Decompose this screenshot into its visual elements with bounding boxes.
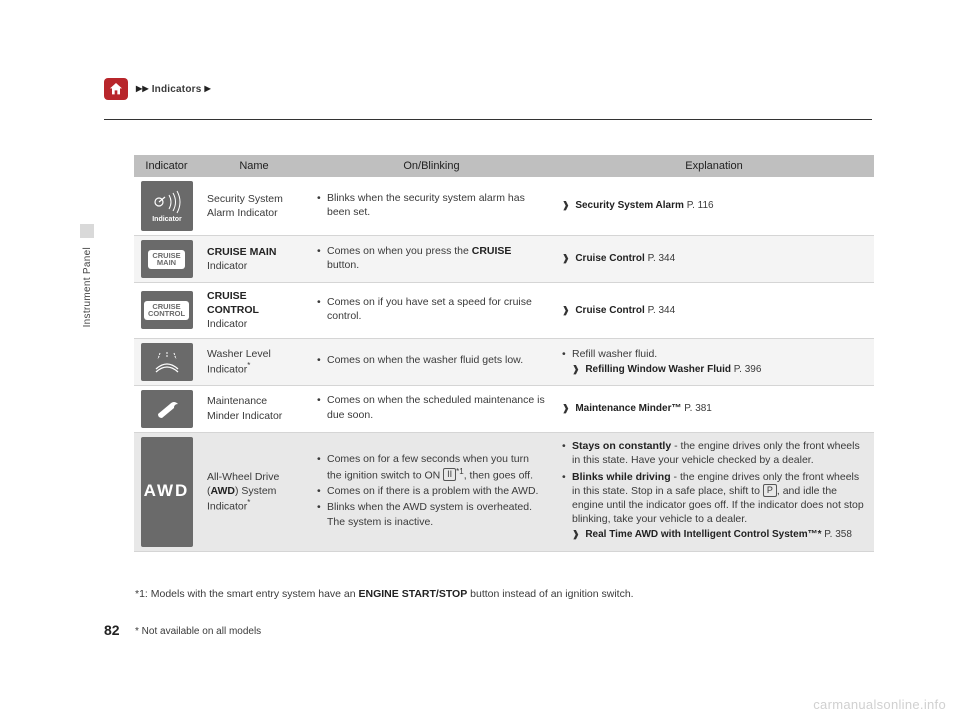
table-row: CRUISECONTROL CRUISE CONTROL Indicator C… [134, 283, 874, 339]
wrench-icon [141, 390, 193, 428]
divider [104, 119, 872, 120]
indicator-name: Washer Level Indicator* [199, 338, 309, 385]
footnote-1: *1: Models with the smart entry system h… [135, 588, 875, 600]
indicator-on: Comes on when the scheduled maintenance … [309, 385, 554, 432]
col-name: Name [199, 155, 309, 177]
table-row: AWD All-Wheel Drive (AWD) System Indicat… [134, 432, 874, 551]
awd-icon: AWD [141, 437, 193, 547]
indicator-on: Comes on when the washer fluid gets low. [309, 338, 554, 385]
col-on-blinking: On/Blinking [309, 155, 554, 177]
indicator-explanation: ❱ Cruise Control P. 344 [554, 283, 874, 339]
home-icon[interactable] [104, 78, 128, 100]
table-row: Indicator Security System Alarm Indicato… [134, 177, 874, 236]
col-explanation: Explanation [554, 155, 874, 177]
indicator-on: Comes on for a few seconds when you turn… [309, 432, 554, 551]
chevron-right-icon: ▶ [142, 84, 148, 93]
page-number: 82 [104, 622, 120, 638]
link-arrow-icon: ❱ [562, 199, 570, 211]
cruise-main-icon: CRUISEMAIN [141, 240, 193, 278]
watermark: carmanualsonline.info [813, 697, 946, 712]
indicator-explanation: Refill washer fluid. ❱ Refilling Window … [554, 338, 874, 385]
side-section-label: Instrument Panel [82, 247, 93, 327]
link-arrow-icon: ❱ [562, 252, 570, 264]
link-arrow-icon: ❱ [572, 528, 580, 540]
col-indicator: Indicator [134, 155, 199, 177]
chevron-right-icon: ▶ [204, 84, 210, 93]
side-tab [80, 224, 94, 238]
security-alarm-icon: Indicator [141, 181, 193, 231]
indicators-table: Indicator Name On/Blinking Explanation I… [134, 155, 874, 552]
indicator-explanation: ❱ Maintenance Minder™ P. 381 [554, 385, 874, 432]
footnote-2: * Not available on all models [135, 626, 261, 637]
indicator-on: Blinks when the security system alarm ha… [309, 177, 554, 236]
breadcrumb-label: Indicators [152, 84, 202, 95]
link-arrow-icon: ❱ [562, 402, 570, 414]
table-row: CRUISEMAIN CRUISE MAIN Indicator Comes o… [134, 236, 874, 283]
cruise-control-icon: CRUISECONTROL [141, 291, 193, 329]
breadcrumb: ▶▶ Indicators ▶ [136, 84, 211, 95]
indicator-on: Comes on when you press the CRUISE butto… [309, 236, 554, 283]
link-arrow-icon: ❱ [562, 304, 570, 316]
indicator-name: All-Wheel Drive (AWD) System Indicator* [199, 432, 309, 551]
indicator-name: CRUISE CONTROL Indicator [199, 283, 309, 339]
washer-level-icon [141, 343, 193, 381]
indicator-explanation: ❱ Security System Alarm P. 116 [554, 177, 874, 236]
table-row: Maintenance Minder Indicator Comes on wh… [134, 385, 874, 432]
indicator-on: Comes on if you have set a speed for cru… [309, 283, 554, 339]
table-row: Washer Level Indicator* Comes on when th… [134, 338, 874, 385]
indicator-explanation: Stays on constantly - the engine drives … [554, 432, 874, 551]
indicator-name: Security System Alarm Indicator [199, 177, 309, 236]
indicator-name: Maintenance Minder Indicator [199, 385, 309, 432]
indicator-explanation: ❱ Cruise Control P. 344 [554, 236, 874, 283]
indicator-name: CRUISE MAIN Indicator [199, 236, 309, 283]
svg-text:Indicator: Indicator [152, 216, 182, 223]
table-header-row: Indicator Name On/Blinking Explanation [134, 155, 874, 177]
link-arrow-icon: ❱ [572, 363, 580, 375]
house-icon [108, 81, 124, 97]
